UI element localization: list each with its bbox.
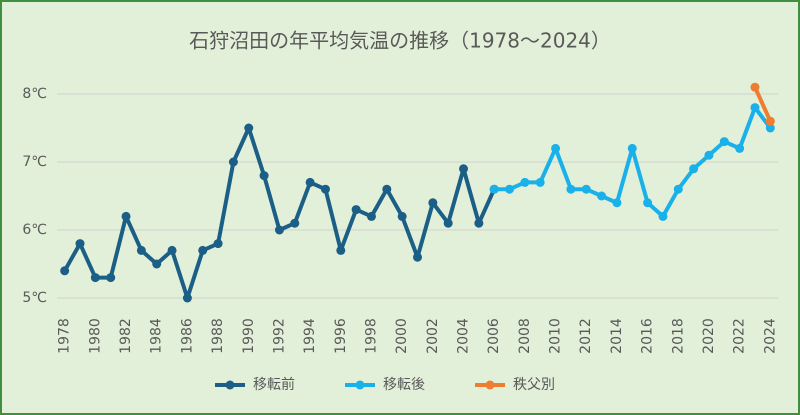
point — [597, 191, 607, 201]
x-tick-label: 2000 — [394, 318, 410, 354]
x-tick-label: 1988 — [210, 318, 226, 354]
legend-label: 秩父別 — [513, 377, 555, 393]
x-tick-label: 1986 — [179, 318, 195, 354]
point — [719, 137, 729, 147]
legend-marker — [225, 380, 235, 390]
point — [474, 218, 484, 228]
x-tick-label: 2024 — [762, 318, 778, 354]
point — [351, 205, 361, 215]
x-tick-label: 1992 — [271, 318, 287, 354]
point — [60, 266, 70, 276]
point — [735, 143, 745, 153]
x-tick-label: 1982 — [118, 318, 134, 354]
legend-label: 移転前 — [253, 376, 295, 393]
point — [75, 239, 85, 249]
point — [152, 259, 162, 269]
x-tick-label: 2008 — [517, 318, 533, 354]
point — [673, 184, 683, 194]
point — [259, 171, 269, 181]
point — [750, 82, 760, 92]
point — [459, 164, 469, 174]
point — [428, 198, 438, 208]
point — [228, 157, 238, 167]
point — [336, 245, 346, 255]
series-line — [62, 126, 497, 300]
x-tick-label: 2012 — [578, 318, 594, 354]
point — [765, 116, 775, 126]
y-tick-label: 7℃ — [22, 154, 47, 170]
point — [213, 239, 223, 249]
legend-marker — [485, 380, 495, 390]
point — [366, 211, 376, 221]
point — [274, 225, 284, 235]
point — [182, 293, 192, 303]
point — [566, 184, 576, 194]
point — [136, 245, 146, 255]
x-tick-label: 1998 — [363, 318, 379, 354]
point — [413, 252, 422, 262]
x-tick-label: 1996 — [333, 318, 349, 354]
point — [121, 211, 131, 221]
point — [106, 273, 116, 283]
point — [689, 164, 699, 174]
point — [244, 123, 254, 133]
point — [765, 123, 775, 133]
point — [290, 218, 300, 228]
y-tick-label: 8℃ — [22, 86, 47, 102]
point — [627, 143, 637, 153]
point — [167, 245, 177, 255]
legend-marker — [355, 380, 365, 390]
point — [658, 211, 668, 221]
point — [551, 143, 561, 153]
point — [535, 177, 545, 187]
y-tick-label: 5℃ — [22, 290, 47, 306]
point — [489, 184, 499, 194]
legend-label: 移転後 — [383, 377, 425, 393]
x-tick-label: 2002 — [425, 318, 441, 354]
point — [581, 184, 591, 194]
point — [443, 218, 453, 228]
point — [750, 103, 760, 113]
point — [612, 198, 622, 208]
point — [520, 177, 530, 187]
point — [505, 184, 515, 194]
x-tick-label: 2016 — [640, 318, 656, 354]
x-tick-label: 1990 — [241, 318, 257, 354]
point — [320, 184, 330, 194]
x-tick-label: 2018 — [670, 318, 686, 354]
x-tick-label: 2022 — [732, 318, 748, 354]
x-tick-label: 2014 — [609, 318, 625, 354]
chart-title: 石狩沼田の年平均気温の推移（1978～2024） — [189, 29, 611, 53]
x-tick-label: 2010 — [548, 318, 564, 354]
series-line — [753, 86, 773, 123]
point — [397, 211, 407, 221]
x-tick-label: 1994 — [302, 318, 318, 354]
x-tick-label: 1980 — [87, 318, 103, 354]
point — [643, 198, 653, 208]
point — [198, 245, 208, 255]
point — [704, 150, 714, 160]
x-tick-label: 1984 — [149, 318, 165, 354]
point — [90, 273, 100, 283]
x-tick-label: 2004 — [456, 318, 472, 354]
x-tick-label: 1978 — [57, 318, 73, 354]
point — [305, 177, 315, 187]
y-tick-label: 6℃ — [22, 222, 47, 238]
x-tick-label: 2020 — [701, 318, 717, 354]
point — [382, 184, 392, 194]
x-tick-label: 2006 — [486, 318, 502, 354]
